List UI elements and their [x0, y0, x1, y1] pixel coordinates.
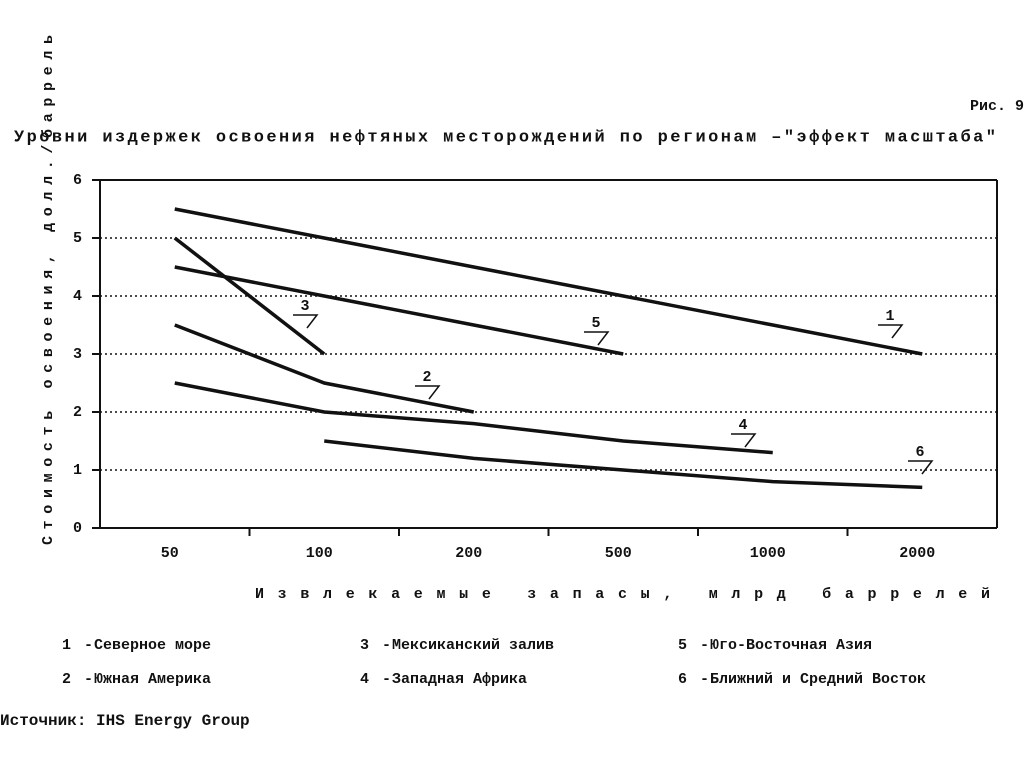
legend-number: 2 [62, 671, 71, 688]
legend-label: Мексиканский залив [392, 637, 554, 654]
legend-separator: - [700, 637, 709, 654]
legend-number: 5 [678, 637, 687, 654]
source: Источник: IHS Energy Group [0, 712, 250, 730]
x-axis-label: Извлекаемые запасы, млрд баррелей [255, 586, 990, 603]
legend-label: Южная Америка [94, 671, 211, 688]
y-axis-label: Стоимость освоения, долл./баррель [40, 35, 57, 545]
line-tag: 6 [915, 444, 924, 461]
series-line [174, 381, 773, 455]
y-tick-label: 4 [73, 288, 82, 305]
legend-label: Северное море [94, 637, 211, 654]
legend-separator: - [84, 671, 93, 688]
line-tag: 3 [300, 298, 309, 315]
legend-label: Ближний и Средний Восток [710, 671, 926, 688]
legend-number: 3 [360, 637, 369, 654]
series-line [324, 439, 923, 490]
line-tag-mark [878, 324, 904, 339]
y-tick-label: 2 [73, 404, 82, 421]
legend-separator: - [84, 637, 93, 654]
line-tag-mark [584, 331, 610, 346]
series-line [173, 236, 326, 356]
x-tick-label: 1000 [750, 545, 786, 562]
line-tag-mark [731, 433, 757, 448]
line-tag: 2 [422, 369, 431, 386]
legend-separator: - [382, 671, 391, 688]
y-tick-label: 6 [73, 172, 82, 189]
series-line [174, 323, 475, 414]
legend-number: 6 [678, 671, 687, 688]
line-tag: 4 [738, 417, 747, 434]
x-tick-label: 50 [161, 545, 179, 562]
x-tick-label: 100 [306, 545, 333, 562]
series-line [174, 207, 923, 356]
line-tag: 1 [885, 308, 894, 325]
y-tick-label: 1 [73, 462, 82, 479]
line-tag-mark [293, 314, 319, 329]
line-tag: 5 [591, 315, 600, 332]
legend-number: 1 [62, 637, 71, 654]
legend-number: 4 [360, 671, 369, 688]
series-line [174, 265, 624, 356]
legend-label: Западная Африка [392, 671, 527, 688]
figure-label: Рис. 9 [970, 98, 1024, 115]
chart-title: Уровни издержек освоения нефтяных местор… [14, 128, 996, 147]
x-tick-label: 2000 [899, 545, 935, 562]
x-tick-label: 200 [455, 545, 482, 562]
y-tick-label: 5 [73, 230, 82, 247]
y-tick-label: 0 [73, 520, 82, 537]
line-tag-mark [908, 460, 934, 475]
legend-label: Юго-Восточная Азия [710, 637, 872, 654]
x-tick-label: 500 [605, 545, 632, 562]
legend-separator: - [382, 637, 391, 654]
legend-separator: - [700, 671, 709, 688]
line-tag-mark [415, 385, 441, 400]
y-tick-label: 3 [73, 346, 82, 363]
